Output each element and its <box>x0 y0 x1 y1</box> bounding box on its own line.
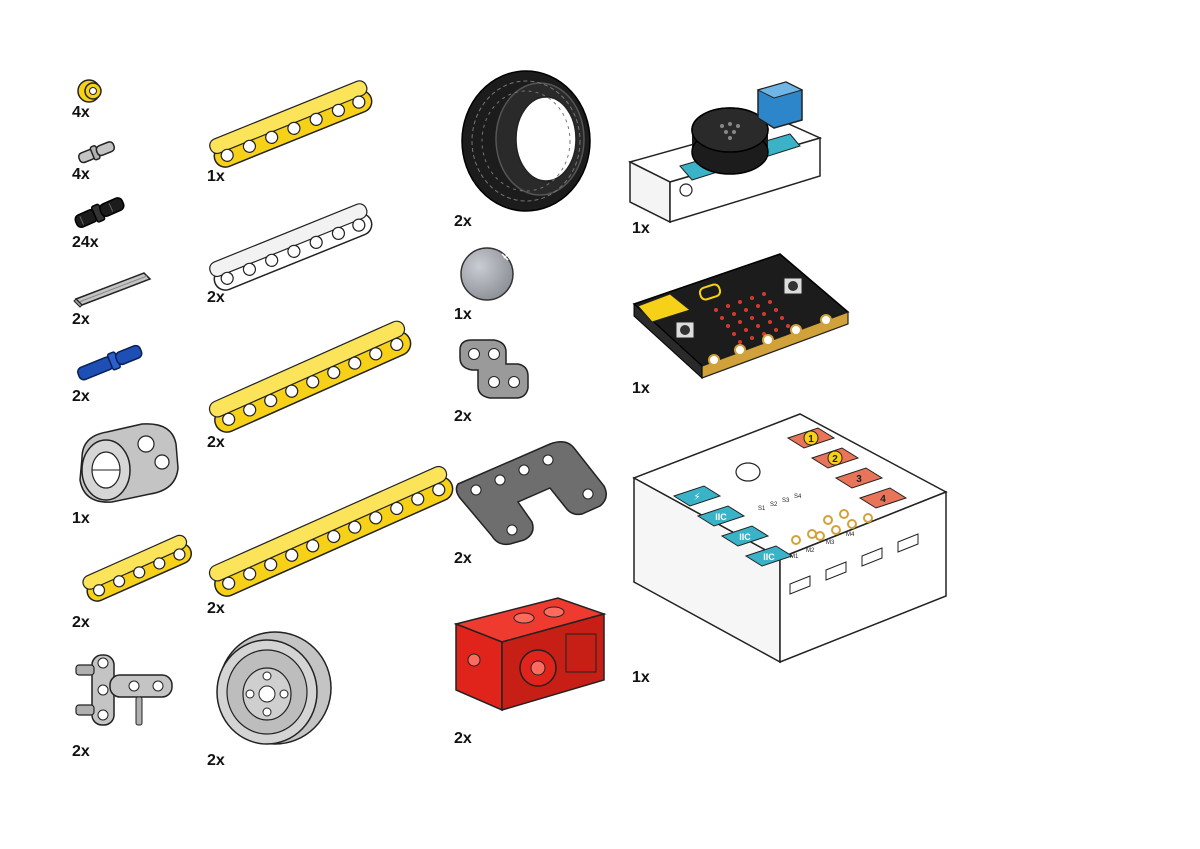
qty-label: 2x <box>207 600 225 617</box>
iic-port-3: IIC <box>744 545 794 567</box>
frame-icon <box>455 441 607 546</box>
qty-label: 2x <box>454 213 472 230</box>
pin-label: M1 <box>790 554 799 560</box>
part-l-beam-grey: 2x <box>454 336 534 431</box>
qty-label: 2x <box>72 614 90 631</box>
qty-label: 2x <box>454 550 472 567</box>
qty-label: 24x <box>72 234 99 251</box>
ball-icon <box>460 247 514 301</box>
qty-label: 1x <box>454 306 472 323</box>
part-wheel-hub: 2x <box>207 628 337 773</box>
speaker-module-icon <box>627 81 823 224</box>
qty-label: 2x <box>72 743 90 760</box>
part-bush-yellow: 4x <box>72 78 112 128</box>
cross-block-icon <box>75 654 173 726</box>
part-cross-block-grey: 2x <box>72 645 182 760</box>
motor-icon <box>453 597 607 712</box>
bush-icon <box>77 79 102 103</box>
part-beam7-yellow: 1x <box>207 72 377 187</box>
qty-label: 2x <box>72 388 90 405</box>
part-beam9-yellow: 2x <box>207 318 412 453</box>
qty-label: 2x <box>207 434 225 451</box>
beam-9-icon <box>208 320 412 433</box>
power-port: ⚡ <box>672 485 722 507</box>
bolt-icon: ⚡ <box>693 492 700 503</box>
qty-label: 2x <box>454 408 472 425</box>
port-number: 2 <box>832 454 838 465</box>
l-beam-icon <box>459 339 529 399</box>
part-motor-red: 2x <box>453 582 614 752</box>
expansion-board-icon: 1 2 3 4 ⚡ IIC IIC IIC <box>632 413 948 664</box>
part-pin-blue: 2x <box>72 340 162 410</box>
pin-label: S3 <box>782 498 790 504</box>
qty-label: 4x <box>72 166 90 183</box>
qty-label: 1x <box>72 510 90 527</box>
port-2: 2 <box>810 447 860 469</box>
pin-label: S2 <box>770 502 778 508</box>
part-beam5-yellow: 2x <box>72 534 197 635</box>
qty-label: 2x <box>72 311 90 328</box>
part-ball-grey: 1x <box>454 246 534 326</box>
port-number: 3 <box>856 474 862 485</box>
tire-icon <box>461 70 591 212</box>
iic-port-2: IIC <box>720 525 770 547</box>
friction-pin-icon <box>74 197 125 229</box>
qty-label: 1x <box>632 220 650 237</box>
iic-label: IIC <box>763 552 775 562</box>
qty-label: 2x <box>454 730 472 747</box>
part-connector-grey: 1x <box>72 418 182 528</box>
qty-label: 1x <box>632 669 650 686</box>
qty-label: 2x <box>207 752 225 769</box>
beam-7-icon <box>209 80 373 168</box>
beam-7-white-icon <box>209 203 373 291</box>
port-3: 3 <box>834 467 884 489</box>
qty-label: 4x <box>72 104 90 121</box>
beam-5-icon <box>82 534 192 602</box>
port-4: 4 <box>858 487 908 509</box>
part-axle-grey: 2x <box>72 265 162 335</box>
pin-label: S4 <box>794 494 802 500</box>
iic-port-1: IIC <box>696 505 746 527</box>
qty-label: 1x <box>207 168 225 185</box>
part-speaker-module: 1x <box>627 76 830 241</box>
pin-label: M2 <box>806 548 815 554</box>
microbit-icon <box>632 253 850 380</box>
part-tire-black: 2x <box>454 65 594 235</box>
axle-icon <box>73 272 152 308</box>
port-1: 1 <box>786 427 836 449</box>
part-beam11-yellow: 2x <box>207 462 454 617</box>
part-expansion-board: 1 2 3 4 ⚡ IIC IIC IIC <box>630 408 950 693</box>
pin-label: M4 <box>846 532 855 538</box>
port-number: 4 <box>880 494 886 505</box>
pin-label: M3 <box>826 540 835 546</box>
part-pin-grey: 4x <box>72 138 132 188</box>
qty-label: 2x <box>207 289 225 306</box>
iic-label: IIC <box>739 532 751 542</box>
port-number: 1 <box>808 434 814 445</box>
long-pin-icon <box>76 344 143 381</box>
pin-icon <box>77 141 116 164</box>
part-beam7-white: 2x <box>207 195 377 310</box>
connector-icon <box>79 423 179 503</box>
part-frame-dark-grey: 2x <box>454 436 614 571</box>
wheel-hub-icon <box>216 631 332 745</box>
beam-11-icon <box>208 465 454 597</box>
qty-label: 1x <box>632 380 650 397</box>
part-pin-black: 24x <box>72 196 142 256</box>
pin-label: S1 <box>758 506 766 512</box>
part-microbit-board: 1x <box>630 250 860 400</box>
iic-label: IIC <box>715 512 727 522</box>
